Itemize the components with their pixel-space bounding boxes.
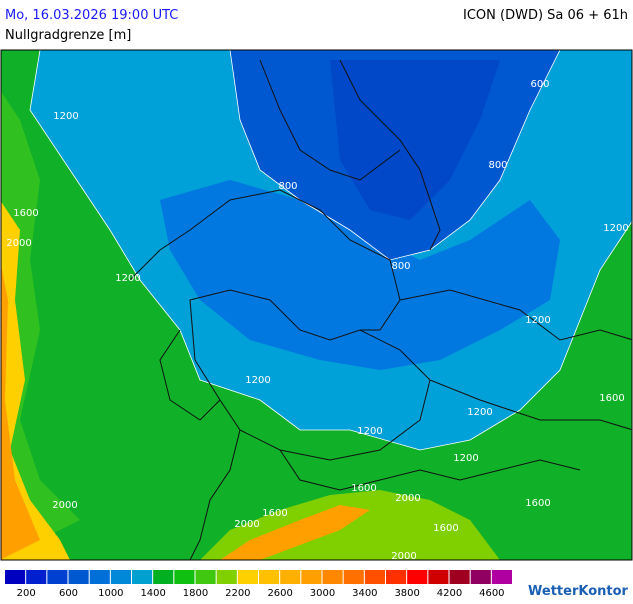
contour-label: 1600 — [262, 508, 287, 519]
legend-swatch — [386, 570, 407, 584]
legend-swatch — [259, 570, 280, 584]
legend-label: 3000 — [310, 588, 335, 599]
legend-swatch — [110, 570, 131, 584]
legend-label: 3800 — [394, 588, 419, 599]
contour-label: 800 — [278, 181, 297, 192]
contour-label: 1200 — [603, 223, 628, 234]
legend-swatch — [195, 570, 216, 584]
legend-swatch — [343, 570, 364, 584]
legend-swatch — [322, 570, 343, 584]
contour-label: 1600 — [13, 208, 38, 219]
contour-label: 2000 — [234, 519, 259, 530]
legend-swatch — [47, 570, 68, 584]
legend-swatch — [174, 570, 195, 584]
contour-label: 1200 — [467, 407, 492, 418]
field-alps-high — [220, 505, 370, 560]
field-1000 — [160, 180, 560, 370]
contour-label: 1200 — [245, 375, 270, 386]
legend-swatch — [216, 570, 237, 584]
logo: WetterKontor — [528, 584, 629, 599]
map: 6001200800800160020001200120080012001200… — [0, 49, 633, 562]
contour-label: 2000 — [395, 493, 420, 504]
legend-swatch — [68, 570, 89, 584]
contour-label: 800 — [488, 160, 507, 171]
legend-swatch — [301, 570, 322, 584]
contour-label: 2000 — [391, 551, 416, 562]
legend-label: 2200 — [225, 588, 250, 599]
legend-label: 2600 — [267, 588, 292, 599]
legend: 200 600 1000 1400 1800 2200 2600 3000 3400 3800 42… — [5, 570, 512, 599]
legend-swatch — [449, 570, 470, 584]
legend-label: 1400 — [140, 588, 165, 599]
legend-swatch — [26, 570, 47, 584]
legend-swatch — [5, 570, 26, 584]
legend-label: 600 — [59, 588, 78, 599]
legend-swatch — [153, 570, 174, 584]
field-2800 — [1, 265, 40, 560]
contour-label: 1200 — [53, 111, 78, 122]
legend-label: 1800 — [183, 588, 208, 599]
contour-label: 1200 — [525, 315, 550, 326]
contour-label: 1200 — [357, 426, 382, 437]
field-1800 — [1, 91, 80, 560]
contour-label: 1600 — [525, 498, 550, 509]
legend-swatch — [470, 570, 491, 584]
legend-swatch — [280, 570, 301, 584]
datetime: Mo, 16.03.2026 19:00 UTC — [5, 8, 178, 23]
legend-swatch — [364, 570, 385, 584]
field-600 — [330, 60, 500, 220]
legend-swatch — [132, 570, 153, 584]
field-1400 — [1, 50, 632, 560]
contour-label: 2000 — [6, 238, 31, 249]
legend-swatch — [428, 570, 449, 584]
contour-label: 1200 — [115, 273, 140, 284]
contour-label: 1200 — [453, 453, 478, 464]
legend-swatch — [237, 570, 258, 584]
legend-label: 3400 — [352, 588, 377, 599]
variable: Nullgradgrenze [m] — [5, 28, 131, 43]
legend-swatch — [89, 570, 110, 584]
contour-label: 2000 — [52, 500, 77, 511]
legend-label: 1000 — [98, 588, 123, 599]
contour-label: 1600 — [599, 393, 624, 404]
contour-label: 1600 — [351, 483, 376, 494]
contour-label: 1600 — [433, 523, 458, 534]
legend-label: 4600 — [479, 588, 504, 599]
model-run: ICON (DWD) Sa 06 + 61h — [463, 8, 628, 23]
contour-label: 800 — [391, 261, 410, 272]
legend-label: 4200 — [437, 588, 462, 599]
legend-label: 200 — [17, 588, 36, 599]
legend-swatch — [491, 570, 512, 584]
legend-swatch — [407, 570, 428, 584]
contour-label: 600 — [530, 79, 549, 90]
